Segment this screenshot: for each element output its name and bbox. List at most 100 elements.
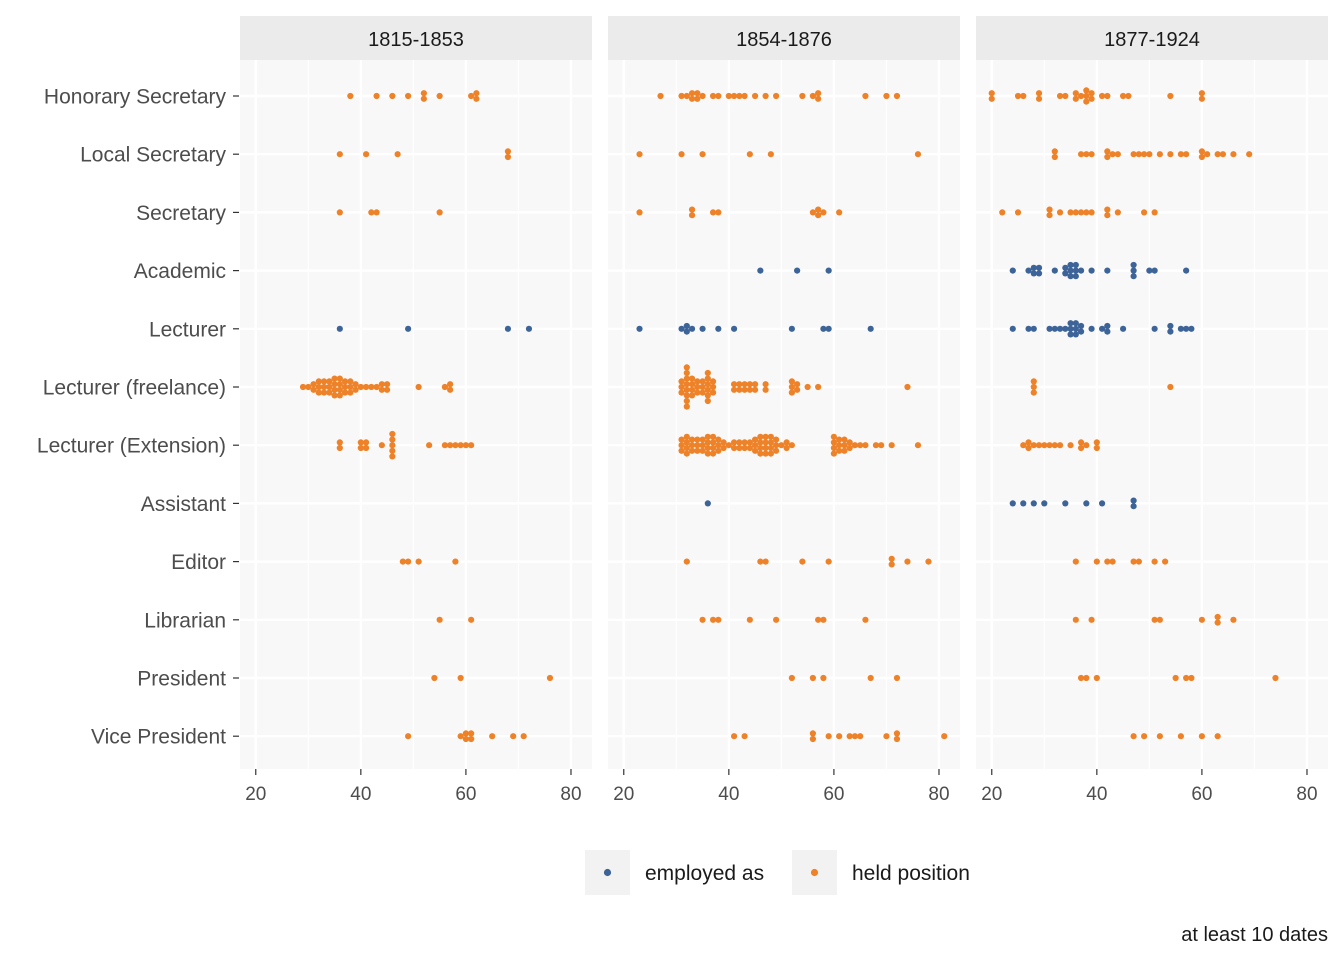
point-held-position [473, 90, 480, 97]
x-tick-label: 60 [1191, 784, 1212, 805]
point-held-position [378, 386, 385, 393]
point-held-position [447, 442, 454, 449]
point-held-position [862, 442, 869, 449]
point-held-position [699, 389, 706, 396]
point-held-position [1151, 209, 1158, 216]
point-employed-as [1067, 331, 1074, 338]
point-held-position [836, 733, 843, 740]
point-held-position [773, 447, 780, 454]
point-held-position [773, 92, 780, 100]
point-held-position [762, 439, 769, 446]
point-held-position [683, 397, 690, 405]
point-held-position [473, 95, 480, 102]
point-held-position [1072, 616, 1079, 623]
point-held-position [688, 206, 696, 213]
point-held-position [1141, 733, 1148, 740]
point-held-position [504, 148, 512, 155]
point-held-position [741, 381, 748, 388]
point-held-position [825, 558, 832, 565]
point-held-position [457, 733, 464, 740]
point-held-position [436, 209, 443, 216]
point-held-position [368, 209, 375, 216]
point-employed-as [1035, 264, 1043, 271]
point-held-position [357, 439, 364, 446]
point-held-position [1014, 92, 1022, 100]
point-held-position [709, 433, 717, 440]
point-held-position [683, 439, 690, 446]
point-held-position [904, 558, 911, 565]
panel-1854-1876: 1854-1876 20 40 60 80 [608, 16, 960, 805]
point-held-position [820, 674, 827, 682]
point-held-position [1109, 558, 1116, 565]
point-held-position [746, 616, 753, 623]
point-held-position [788, 383, 795, 391]
point-employed-as [1077, 322, 1085, 330]
point-held-position [336, 381, 343, 388]
point-held-position [1093, 674, 1100, 682]
point-held-position [683, 375, 690, 382]
point-held-position [1172, 674, 1179, 682]
point-held-position [809, 730, 817, 737]
point-held-position [730, 444, 738, 452]
point-held-position [757, 444, 764, 452]
point-held-position [720, 439, 727, 446]
point-held-position [1167, 92, 1174, 100]
point-held-position [815, 616, 822, 623]
point-held-position [1141, 209, 1148, 216]
point-held-position [341, 383, 349, 391]
point-held-position [815, 383, 822, 391]
point-held-position [941, 733, 948, 740]
point-employed-as [1046, 325, 1053, 332]
point-held-position [709, 383, 717, 391]
point-held-position [378, 381, 385, 388]
point-held-position [1020, 442, 1027, 449]
y-tick-label: President [137, 668, 226, 691]
point-held-position [741, 733, 748, 740]
point-held-position [862, 616, 869, 623]
point-held-position [1104, 148, 1111, 155]
point-held-position [815, 95, 822, 102]
point-held-position [1046, 206, 1053, 213]
point-held-position [709, 450, 717, 457]
point-held-position [741, 439, 748, 446]
point-held-position [1030, 389, 1037, 396]
point-held-position [1056, 442, 1064, 449]
point-held-position [699, 378, 706, 385]
point-held-position [694, 378, 701, 385]
point-held-position [1088, 95, 1095, 102]
point-held-position [1051, 153, 1058, 161]
x-tick-label: 40 [1086, 784, 1107, 805]
point-held-position [709, 92, 717, 100]
point-held-position [1077, 92, 1085, 100]
point-employed-as [1088, 325, 1095, 332]
point-held-position [1088, 90, 1095, 97]
point-held-position [347, 389, 354, 396]
point-employed-as [794, 267, 801, 274]
point-held-position [1083, 92, 1090, 100]
point-held-position [878, 442, 885, 449]
x-tick-label: 40 [718, 784, 739, 805]
point-held-position [1035, 95, 1043, 102]
point-held-position [725, 442, 732, 449]
point-held-position [857, 733, 864, 740]
point-held-position [1088, 151, 1095, 158]
legend-swatch [603, 868, 612, 877]
points [636, 90, 948, 743]
point-held-position [336, 209, 343, 216]
point-held-position [736, 439, 743, 446]
point-held-position [846, 733, 853, 740]
point-employed-as [1009, 267, 1016, 274]
point-held-position [893, 674, 901, 682]
point-held-position [315, 378, 322, 385]
point-held-position [1077, 439, 1085, 446]
point-held-position [336, 151, 343, 158]
point-held-position [925, 558, 932, 565]
point-held-position [883, 733, 890, 740]
point-held-position [326, 383, 333, 391]
point-held-position [1030, 442, 1037, 449]
panel-1877-1924: 1877-1924 20 40 60 80 [976, 16, 1328, 805]
point-employed-as [1130, 273, 1137, 280]
point-held-position [888, 555, 895, 562]
point-held-position [830, 433, 838, 440]
